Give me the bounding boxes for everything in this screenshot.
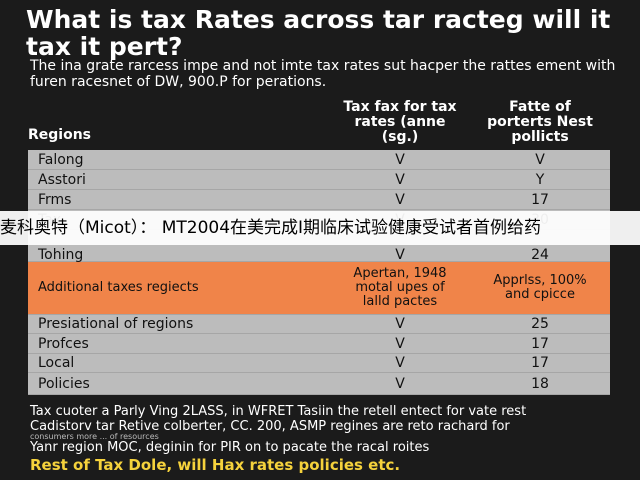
subtitle: The ina grate rarcess impe and not imte … xyxy=(30,58,616,90)
table: FalongVVAsstoriVYFrmsV17TaxV30TohingV24A… xyxy=(28,150,610,395)
footer-line: Tax cuoter a Parly Ving 2LASS, in WFRET … xyxy=(30,404,527,419)
table-cell: Local xyxy=(38,355,75,371)
table-cell: Frms xyxy=(38,191,72,208)
table-cell: 25 xyxy=(531,316,549,332)
footer-line: Cadistorv tar Retive colberter, CC. 200,… xyxy=(30,419,510,434)
table-row: Policies V 18 xyxy=(28,373,610,395)
table-row: Asstori V Y xyxy=(28,170,610,190)
table-cell: Profces xyxy=(38,335,89,352)
column-header: Tax fax for tax rates (anne (sg.) xyxy=(343,99,457,145)
table-cell: V xyxy=(395,151,405,168)
table-cell: 24 xyxy=(531,246,549,263)
table-cell: Apertan, 1948 motal upes of lalld pactes xyxy=(353,266,447,309)
table-row: Tohing V 24 xyxy=(28,246,610,263)
table-cell: V xyxy=(395,375,405,392)
table-cell: Policies xyxy=(38,375,90,392)
table-cell: V xyxy=(395,316,405,332)
table-cell: 17 xyxy=(531,335,549,352)
table-row: Frms V 17 xyxy=(28,190,610,210)
table-row: Profces V 17 xyxy=(28,334,610,354)
footer-line: Rest of Tax Dole, will Hax rates policie… xyxy=(30,456,401,474)
table-cell: Y xyxy=(535,171,545,188)
table-cell: 17 xyxy=(531,355,549,371)
table-row: Additional taxes regiects Apertan, 1948 m… xyxy=(28,262,610,315)
table-cell: Falong xyxy=(38,151,84,168)
footer-line: Yanr region MOC, deginin for PIR on to p… xyxy=(30,440,430,455)
table-cell: 17 xyxy=(531,191,549,208)
table-cell: Tohing xyxy=(38,246,84,263)
table-cell: Additional taxes regiects xyxy=(38,280,199,295)
title: What is tax Rates across tar racteg will… xyxy=(26,5,611,61)
table-cell: V xyxy=(395,171,405,188)
footer-line: consumers more ... of resources xyxy=(30,432,159,441)
table-cell: 18 xyxy=(531,375,549,392)
column-header: Regions xyxy=(28,127,92,143)
table-row: Local V 17 xyxy=(28,354,610,373)
table-cell: Presiational of regions xyxy=(38,316,194,332)
table-cell: V xyxy=(395,355,405,371)
column-header: Fatte of porterts Nest pollicts xyxy=(487,99,593,145)
table-row: Presiational of regions V 25 xyxy=(28,315,610,334)
table-cell: V xyxy=(395,191,405,208)
table-cell: V xyxy=(535,151,545,168)
table-cell: Asstori xyxy=(38,171,86,188)
table-cell: V xyxy=(395,335,405,352)
table-cell: Apprlss, 100% and cpicce xyxy=(493,273,587,302)
table-cell: V xyxy=(395,246,405,263)
banner: 麦科奥特（Micot）： MT2004在美完成I期临床试验健康受试者首例给药 xyxy=(0,211,640,245)
table-row: Falong V V xyxy=(28,150,610,170)
